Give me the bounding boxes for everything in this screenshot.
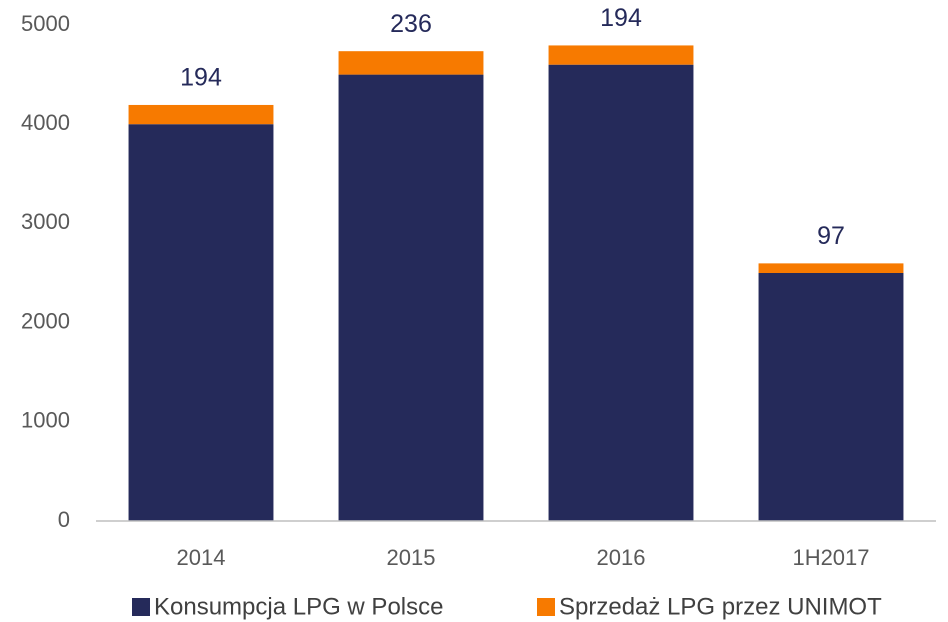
legend-label: Sprzedaż LPG przez UNIMOT <box>559 593 882 620</box>
data-label: 97 <box>817 222 845 250</box>
data-label: 194 <box>180 64 222 92</box>
bar-segment <box>128 104 274 125</box>
legend-swatch <box>132 598 150 616</box>
y-tick-label: 4000 <box>21 110 70 135</box>
y-tick-label: 2000 <box>21 308 70 333</box>
bar-segment <box>758 263 904 273</box>
bar-segment <box>338 51 484 75</box>
bar-segment <box>548 64 694 522</box>
x-tick-label: 2016 <box>597 545 646 570</box>
x-tick-label: 2015 <box>387 545 436 570</box>
bar-segment <box>128 124 274 521</box>
legend-swatch <box>537 598 555 616</box>
bar-segment <box>338 74 484 521</box>
data-label: 194 <box>600 4 642 32</box>
y-tick-label: 1000 <box>21 408 70 433</box>
y-tick-label: 3000 <box>21 209 70 234</box>
bar-segment <box>548 45 694 65</box>
bar-segment <box>758 273 904 521</box>
legend-label: Konsumpcja LPG w Polsce <box>154 593 443 620</box>
x-tick-label: 1H2017 <box>792 545 869 570</box>
y-tick-label: 5000 <box>21 11 70 36</box>
data-label: 236 <box>390 10 432 38</box>
x-tick-label: 2014 <box>177 545 226 570</box>
y-tick-label: 0 <box>58 507 70 532</box>
